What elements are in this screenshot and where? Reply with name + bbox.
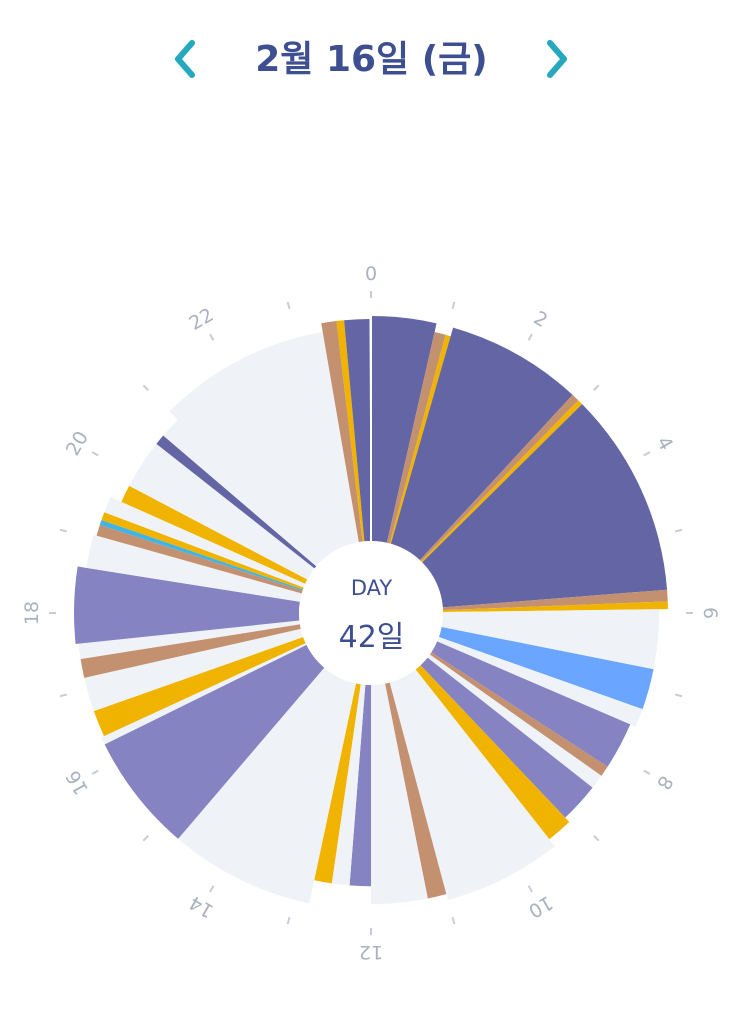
- slice-pump: [429, 652, 608, 776]
- slice-diaper: [336, 320, 365, 542]
- slice-empty: [169, 331, 359, 563]
- hour-tick: [209, 885, 215, 893]
- chevron-left-icon: [175, 40, 195, 78]
- hour-tick: [675, 528, 683, 533]
- center-hole: [299, 541, 443, 685]
- slice-feed: [349, 684, 371, 887]
- radial-chart: 0 2 4 6 8 10 12 14 16 18 20 22: [21, 263, 721, 963]
- slice-empty: [178, 667, 357, 904]
- slice-empty: [437, 637, 643, 727]
- tick-label-6: 6: [699, 607, 721, 619]
- tick-label-4: 4: [652, 433, 677, 454]
- slice-empty: [129, 443, 315, 580]
- slice-empty: [427, 654, 602, 788]
- slice-empty: [441, 609, 660, 670]
- tick-label-8: 8: [652, 772, 677, 793]
- slice-pump: [321, 321, 363, 543]
- slice-sleep: [371, 316, 437, 543]
- hour-tick: [286, 917, 291, 925]
- hour-tick: [643, 769, 651, 775]
- slice-empty: [389, 669, 555, 900]
- tick-label-22: 22: [186, 304, 218, 335]
- tick-label-16: 16: [62, 767, 93, 799]
- slice-pump: [96, 524, 303, 594]
- slice-sleep: [156, 435, 317, 569]
- hour-tick: [593, 384, 600, 391]
- slice-diaper: [101, 512, 304, 590]
- slice-diaper: [314, 683, 361, 884]
- slice-diaper: [389, 334, 451, 544]
- slice-pump: [386, 332, 446, 544]
- hour-tick: [91, 769, 99, 775]
- slice-empty: [371, 683, 428, 905]
- slice-diaper: [442, 601, 668, 613]
- hour-tick: [142, 835, 149, 842]
- center-value: 42일: [338, 620, 405, 655]
- hour-tick: [59, 528, 67, 533]
- hour-tick: [451, 917, 456, 925]
- slice-empty: [104, 497, 306, 588]
- slice-pump: [442, 589, 668, 611]
- next-day-button[interactable]: [532, 34, 582, 84]
- date-title: 2월 16일 (금): [255, 39, 488, 80]
- slice-empty: [163, 419, 321, 567]
- slice-empty: [101, 643, 307, 745]
- slice-sleep: [422, 404, 668, 608]
- hour-tick: [91, 451, 99, 457]
- tick-label-12: 12: [359, 941, 383, 963]
- slice-bath: [99, 519, 303, 591]
- slice-diaper: [415, 665, 570, 840]
- slice-sleep: [344, 318, 371, 542]
- hour-tick: [527, 333, 533, 341]
- slice-pump: [385, 682, 447, 899]
- slice-feed: [74, 566, 300, 645]
- hour-tick: [451, 301, 456, 309]
- slice-feed: [420, 657, 593, 818]
- slice-empty: [84, 628, 304, 712]
- date-header: 2월 16일 (금): [0, 28, 743, 92]
- slice-pump: [419, 394, 579, 562]
- prev-day-button[interactable]: [160, 34, 210, 84]
- tick-label-20: 20: [62, 428, 93, 460]
- tick-label-10: 10: [525, 891, 557, 922]
- slice-feed: [431, 641, 631, 767]
- slice-sleep: [390, 327, 573, 561]
- hour-tick: [142, 384, 149, 391]
- hour-tick: [59, 693, 67, 698]
- center-label: DAY: [350, 576, 393, 600]
- slice-diaper: [121, 485, 308, 584]
- hour-tick: [675, 693, 683, 698]
- slice-empty: [86, 534, 302, 602]
- slice-feed: [104, 644, 325, 839]
- tick-label-14: 14: [186, 891, 218, 922]
- tick-label-0: 0: [365, 263, 377, 285]
- tick-label-2: 2: [530, 307, 551, 332]
- chevron-right-icon: [547, 40, 567, 78]
- hour-tick: [209, 333, 215, 341]
- hour-tick: [286, 301, 291, 309]
- slice-diaper: [421, 400, 583, 563]
- slice-empty: [78, 620, 300, 659]
- slice-diaper: [93, 637, 306, 737]
- hour-tick: [643, 451, 651, 457]
- hour-tick: [527, 885, 533, 893]
- slice-play: [438, 627, 654, 710]
- tick-label-18: 18: [21, 601, 43, 625]
- daily-activity-chart: 0 2 4 6 8 10 12 14 16 18 20 22 DAY 42일: [0, 220, 743, 1025]
- slice-empty: [331, 684, 366, 886]
- hour-tick: [593, 835, 600, 842]
- slice-pump: [80, 624, 301, 678]
